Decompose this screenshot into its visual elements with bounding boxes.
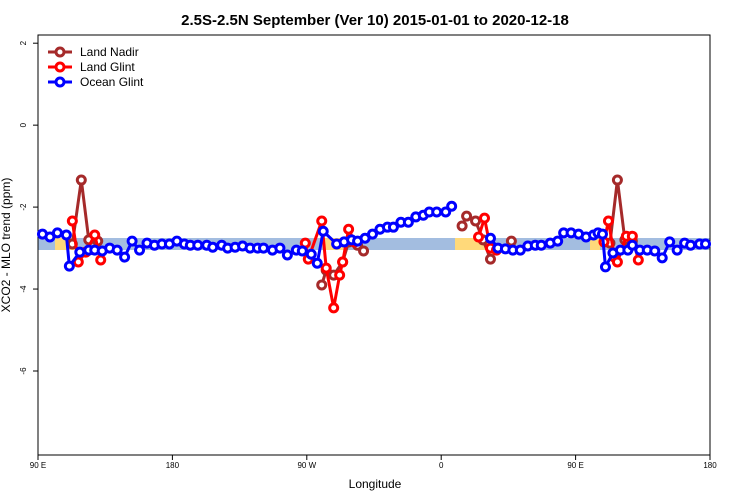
x-tick-label: 90 W <box>297 461 316 470</box>
point <box>296 245 308 257</box>
y-tick-label: 2 <box>19 40 28 45</box>
point <box>63 260 75 272</box>
y-tick-label: -6 <box>19 367 28 375</box>
point <box>316 215 328 227</box>
y-tick-label: -4 <box>19 285 28 293</box>
point <box>111 244 123 256</box>
point <box>343 223 355 235</box>
x-axis-label: Longitude <box>349 477 402 491</box>
point <box>134 244 146 256</box>
point <box>611 256 623 268</box>
point <box>461 210 473 222</box>
point <box>305 248 317 260</box>
legend-label: Land Glint <box>80 60 135 74</box>
point <box>60 229 72 241</box>
point <box>484 232 496 244</box>
point <box>599 261 611 273</box>
point <box>126 235 138 247</box>
x-tick-label: 180 <box>166 461 180 470</box>
point <box>664 236 676 248</box>
point <box>535 239 547 251</box>
point <box>402 216 414 228</box>
point <box>456 220 468 232</box>
point <box>75 174 87 186</box>
legend-label: Ocean Glint <box>80 75 144 89</box>
point <box>626 239 638 251</box>
point <box>505 235 517 247</box>
x-tick-label: 0 <box>439 461 444 470</box>
point <box>207 241 219 253</box>
point <box>632 254 644 266</box>
point <box>51 227 63 239</box>
point <box>649 245 661 257</box>
point <box>281 249 293 261</box>
point <box>367 228 379 240</box>
legend-marker <box>54 46 66 58</box>
point <box>479 212 491 224</box>
legend-label: Land Nadir <box>80 45 139 59</box>
point <box>74 246 86 258</box>
chart-title: 2.5S-2.5N September (Ver 10) 2015-01-01 … <box>181 12 569 29</box>
point <box>700 238 712 250</box>
point <box>257 242 269 254</box>
y-axis-label: XCO2 - MLO trend (ppm) <box>0 178 13 313</box>
point <box>596 228 608 240</box>
point <box>316 279 328 291</box>
point <box>387 221 399 233</box>
point <box>470 215 482 227</box>
point <box>274 242 286 254</box>
point <box>602 215 614 227</box>
point <box>473 231 485 243</box>
point <box>317 225 329 237</box>
point <box>72 256 84 268</box>
point <box>358 245 370 257</box>
point <box>656 252 668 264</box>
y-tick-label: 0 <box>19 122 28 127</box>
point <box>552 235 564 247</box>
legend-marker <box>54 76 66 88</box>
point <box>431 206 443 218</box>
y-tick-label: -2 <box>19 203 28 211</box>
point <box>484 253 496 265</box>
point <box>328 302 340 314</box>
point <box>626 230 638 242</box>
point <box>685 239 697 251</box>
point <box>66 215 78 227</box>
point <box>192 239 204 251</box>
x-tick-label: 90 E <box>567 461 583 470</box>
point <box>95 254 107 266</box>
point <box>320 262 332 274</box>
point <box>446 200 458 212</box>
legend-marker <box>54 61 66 73</box>
point <box>337 256 349 268</box>
point <box>611 174 623 186</box>
point <box>671 244 683 256</box>
x-tick-label: 90 E <box>30 461 46 470</box>
point <box>119 251 131 263</box>
point <box>89 229 101 241</box>
point <box>334 269 346 281</box>
x-tick-label: 180 <box>703 461 717 470</box>
point <box>311 257 323 269</box>
